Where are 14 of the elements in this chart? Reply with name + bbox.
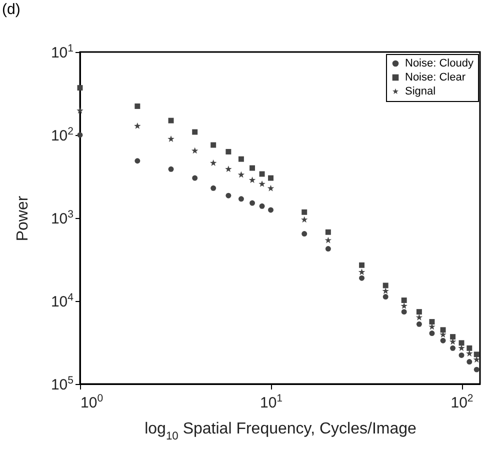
legend-label: Noise: Clear <box>405 72 466 84</box>
y-tick-label: 10$^{2}$ <box>50 126 74 144</box>
y-axis-title: Power <box>14 195 32 242</box>
y-tick-label: 10$^{4}$ <box>50 292 74 310</box>
legend-label: Noise: Cloudy <box>405 58 474 70</box>
x-tick-label: 10$^{0}$ <box>80 392 104 412</box>
y-tick-label: 10$^{3}$ <box>50 208 74 228</box>
x-tick-label: 10$^{1}$ <box>260 392 283 412</box>
chart-title: (d) <box>2 1 20 18</box>
y-tick-label: 10$^{5}$ <box>50 374 74 394</box>
x-axis-title: log$_{10}$ Spatial Frequency, Cycles/Image <box>144 420 417 442</box>
legend-label: Signal <box>405 86 436 98</box>
x-tick-label: 10$^{2}$ <box>450 392 474 412</box>
y-tick-label: 10$^{1}$ <box>50 42 74 62</box>
